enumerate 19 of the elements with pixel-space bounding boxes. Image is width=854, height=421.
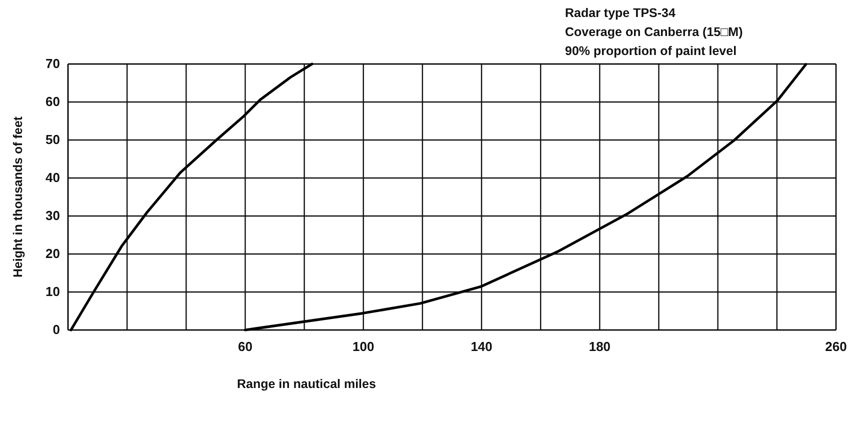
x-tick-label: 180 (588, 339, 611, 354)
x-tick-label: 60 (238, 339, 252, 354)
x-tick-label: 260 (825, 339, 847, 354)
y-tick-label: 40 (46, 170, 60, 186)
x-tick-label: 100 (352, 339, 374, 354)
y-tick-label: 70 (46, 56, 60, 72)
y-tick-label: 60 (46, 94, 60, 110)
x-tick-label: 140 (470, 339, 492, 354)
y-tick-label: 30 (46, 208, 60, 224)
y-tick-label: 20 (46, 246, 60, 262)
x-axis-title: Range in nautical miles (237, 377, 376, 391)
y-axis-title: Height in thousands of feet (11, 116, 25, 278)
y-tick-label: 50 (46, 132, 60, 148)
y-tick-label: 0 (52, 322, 60, 338)
chart-title: Radar type TPS-34 (565, 6, 676, 20)
chart-subtitle: Coverage on Canberra (15□M) 90% proportion of paint level (565, 25, 743, 58)
y-tick-label: 10 (46, 284, 60, 300)
line-series (70, 62, 314, 332)
line-series (244, 63, 808, 332)
